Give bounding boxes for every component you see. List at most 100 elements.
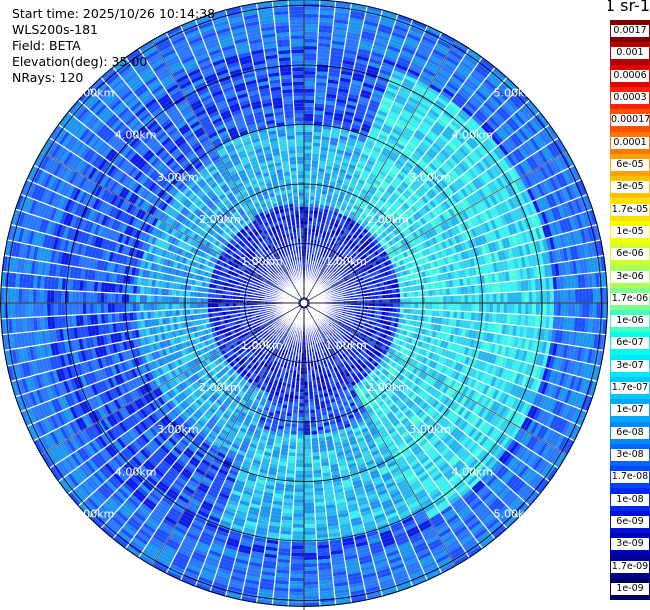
beta-cell <box>304 135 313 139</box>
beta-cell <box>323 114 334 120</box>
beta-cell <box>400 133 411 142</box>
beta-cell <box>425 165 436 175</box>
beta-cell <box>450 254 456 264</box>
beta-cell <box>372 89 385 97</box>
beta-cell <box>335 1 352 7</box>
beta-cell <box>440 112 453 123</box>
beta-cell <box>304 124 314 129</box>
beta-cell <box>465 196 474 207</box>
beta-cell <box>335 149 345 155</box>
beta-cell <box>416 219 424 228</box>
beta-cell <box>473 163 484 175</box>
beta-cell <box>500 237 508 250</box>
beta-cell <box>491 205 500 218</box>
beta-cell <box>396 59 410 69</box>
beta-cell <box>486 220 494 232</box>
beta-cell <box>331 196 339 202</box>
beta-cell <box>571 303 576 318</box>
beta-cell <box>304 185 311 189</box>
beta-cell <box>317 35 332 41</box>
beta-cell <box>366 191 374 199</box>
beta-cell <box>529 137 541 152</box>
beta-cell <box>310 171 318 176</box>
beta-cell <box>402 202 411 210</box>
beta-cell <box>486 195 495 208</box>
beta-cell <box>421 138 433 148</box>
beta-cell <box>540 147 552 162</box>
beta-cell <box>318 14 335 19</box>
beta-cell <box>483 170 493 183</box>
beta-cell <box>311 149 320 154</box>
beta-cell <box>330 50 344 57</box>
beta-cell <box>436 181 446 191</box>
beta-cell <box>526 139 538 154</box>
beta-cell <box>521 291 526 303</box>
beta-cell <box>369 129 380 137</box>
beta-cell <box>442 109 455 120</box>
beta-cell <box>453 303 458 311</box>
beta-cell <box>400 167 410 176</box>
beta-cell <box>462 185 472 197</box>
beta-cell <box>489 303 494 313</box>
beta-cell <box>387 197 395 205</box>
beta-cell <box>507 303 512 314</box>
beta-cell <box>428 188 438 198</box>
beta-cell <box>326 255 331 260</box>
beta-cell <box>304 17 319 22</box>
beta-cell <box>342 257 347 263</box>
beta-cell <box>512 208 521 222</box>
beta-cell <box>509 134 521 148</box>
beta-cell <box>342 269 348 274</box>
beta-cell <box>434 234 441 244</box>
beta-cell <box>379 196 388 204</box>
beta-cell <box>395 142 406 151</box>
beta-cell <box>341 124 352 131</box>
beta-cell <box>485 293 490 303</box>
beta-cell <box>343 151 353 157</box>
beta-cell <box>429 261 435 269</box>
beta-cell <box>304 74 316 79</box>
beta-cell <box>326 272 331 277</box>
beta-cell <box>378 153 388 161</box>
beta-cell <box>319 10 335 16</box>
beta-cell <box>492 178 502 191</box>
beta-cell <box>412 86 426 96</box>
beta-cell <box>343 49 358 56</box>
beta-cell <box>546 290 551 303</box>
beta-cell <box>321 282 326 287</box>
beta-cell <box>501 187 511 200</box>
beta-cell <box>418 235 425 243</box>
beta-cell <box>435 303 440 311</box>
beta-cell <box>309 413 316 418</box>
beta-cell <box>323 279 327 283</box>
beta-cell <box>476 109 489 122</box>
beta-cell <box>463 230 471 241</box>
beta-cell <box>347 24 363 31</box>
beta-cell <box>476 161 486 173</box>
beta-cell <box>418 42 434 52</box>
beta-cell <box>399 238 406 246</box>
beta-cell <box>410 260 416 268</box>
beta-cell <box>555 137 567 154</box>
beta-cell <box>456 111 469 123</box>
beta-cell <box>330 47 345 53</box>
beta-cell <box>334 276 339 280</box>
beta-cell <box>344 110 355 117</box>
beta-cell <box>312 139 322 144</box>
beta-cell <box>409 93 422 102</box>
beta-cell <box>516 109 529 124</box>
beta-cell <box>321 264 326 269</box>
beta-cell <box>480 244 487 255</box>
beta-cell <box>323 208 329 214</box>
beta-cell <box>403 219 411 228</box>
beta-cell <box>334 204 342 210</box>
beta-cell <box>304 85 316 90</box>
beta-cell <box>495 176 505 189</box>
beta-cell <box>411 297 415 303</box>
beta-cell <box>369 54 384 62</box>
beta-cell <box>385 48 400 57</box>
beta-cell <box>361 201 369 208</box>
beta-cell <box>437 151 448 162</box>
beta-cell <box>461 57 477 70</box>
beta-cell <box>449 217 457 227</box>
